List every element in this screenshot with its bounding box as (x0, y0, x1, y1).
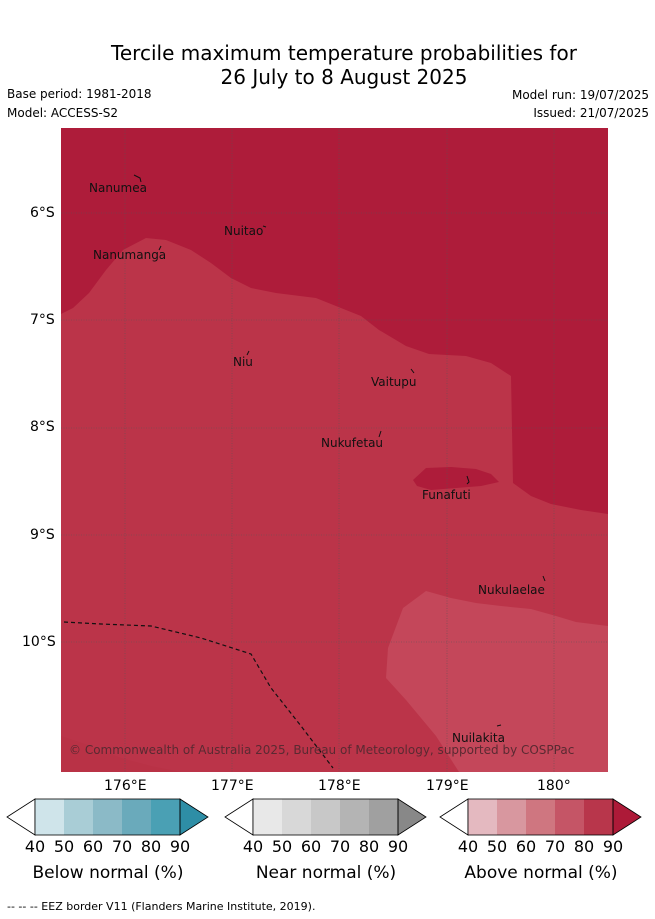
place-nukulaelae: Nukulaelae (478, 583, 545, 597)
issued-date: Issued: 21/07/2025 (533, 106, 649, 120)
lat-label-9s: 9°S (30, 527, 55, 543)
eez-legend-note: -- -- -- EEZ border V11 (Flanders Marine… (7, 900, 316, 913)
colorbar-label-below: Below normal (%) (32, 863, 184, 883)
colorbar-above-min-triangle (439, 798, 469, 836)
probability-map: Nanumea Nuitao Nanumanga Niu Vaitupu Nuk… (61, 128, 608, 772)
lon-label-179e: 179°E (426, 778, 469, 794)
colorbar-above-swatch (526, 799, 555, 835)
lat-label-6s: 6°S (30, 205, 55, 221)
colorbar-near-tick: 60 (300, 837, 322, 856)
colorbar-near-swatch (311, 799, 340, 835)
place-funafuti: Funafuti (422, 488, 471, 502)
place-nuitao: Nuitao (224, 224, 263, 238)
colorbar-below-swatch (151, 799, 180, 835)
colorbar-below-normal (6, 798, 209, 836)
title-line-2: 26 July to 8 August 2025 (220, 65, 468, 89)
colorbar-below-frame (34, 798, 181, 836)
region-above-70-80-sw (61, 736, 181, 772)
colorbar-below-swatch (64, 799, 93, 835)
island-outlines (133, 174, 546, 727)
colorbar-above-tick: 80 (573, 837, 595, 856)
colorbar-near-normal (224, 798, 427, 836)
colorbar-near-tick: 80 (358, 837, 380, 856)
colorbar-near-tick: 70 (329, 837, 351, 856)
lon-label-177e: 177°E (211, 778, 254, 794)
lat-label-7s: 7°S (30, 312, 55, 328)
colorbar-label-near: Near normal (%) (255, 863, 397, 883)
graticule (61, 128, 608, 772)
copyright-notice: © Commonwealth of Australia 2025, Bureau… (69, 743, 574, 757)
colorbar-near-tick: 50 (271, 837, 293, 856)
region-above-60-70 (386, 591, 608, 772)
colorbar-near-swatch (253, 799, 282, 835)
base-period: Base period: 1981-2018 (7, 87, 152, 101)
lon-label-176e: 176°E (104, 778, 147, 794)
colorbar-below-tick: 70 (111, 837, 133, 856)
colorbar-above-swatch (584, 799, 613, 835)
colorbar-below-max-triangle (179, 798, 209, 836)
place-nanumanga: Nanumanga (93, 248, 166, 262)
colorbar-above-frame (467, 798, 614, 836)
colorbar-below-tick: 50 (53, 837, 75, 856)
colorbars (6, 798, 642, 836)
place-nanumea: Nanumea (89, 181, 147, 195)
place-nukufetau: Nukufetau (321, 436, 383, 450)
region-above-80-90-funafuti (413, 467, 499, 490)
colorbar-above-max-triangle (612, 798, 642, 836)
colorbar-above-tick: 50 (486, 837, 508, 856)
colorbar-near-frame (252, 798, 399, 836)
place-niu: Niu (233, 355, 253, 369)
colorbar-below-tick: 90 (169, 837, 191, 856)
colorbar-above-swatch (555, 799, 584, 835)
colorbar-below-min-triangle (6, 798, 36, 836)
colorbar-below-tick: 40 (24, 837, 46, 856)
colorbar-below-tick: 60 (82, 837, 104, 856)
colorbar-below-swatch (122, 799, 151, 835)
colorbar-near-swatch (369, 799, 398, 835)
lon-label-180: 180° (537, 778, 571, 794)
colorbar-above-tick: 90 (602, 837, 624, 856)
eez-border (63, 621, 334, 769)
colorbar-above-tick: 40 (457, 837, 479, 856)
lon-label-178e: 178°E (318, 778, 361, 794)
model-run: Model run: 19/07/2025 (511, 88, 649, 102)
colorbar-near-swatch (340, 799, 369, 835)
lat-label-10s: 10°S (22, 634, 56, 650)
colorbar-above-normal (439, 798, 642, 836)
colorbar-near-tick: 40 (242, 837, 264, 856)
title-line-1: Tercile maximum temperature probabilitie… (111, 41, 577, 65)
place-vaitupu: Vaitupu (371, 375, 417, 389)
colorbar-near-min-triangle (224, 798, 254, 836)
colorbar-below-swatch (35, 799, 64, 835)
colorbar-below-swatch (93, 799, 122, 835)
colorbar-above-tick: 70 (544, 837, 566, 856)
colorbar-near-swatch (282, 799, 311, 835)
colorbar-label-above: Above normal (%) (464, 863, 618, 883)
colorbar-above-swatch (497, 799, 526, 835)
colorbar-near-tick: 90 (387, 837, 409, 856)
colorbar-above-swatch (468, 799, 497, 835)
lat-label-8s: 8°S (30, 419, 55, 435)
colorbar-near-max-triangle (397, 798, 427, 836)
model-name: Model: ACCESS-S2 (7, 106, 119, 120)
place-nuilakita: Nuilakita (452, 731, 505, 745)
colorbar-above-tick: 60 (515, 837, 537, 856)
colorbar-below-tick: 80 (140, 837, 162, 856)
